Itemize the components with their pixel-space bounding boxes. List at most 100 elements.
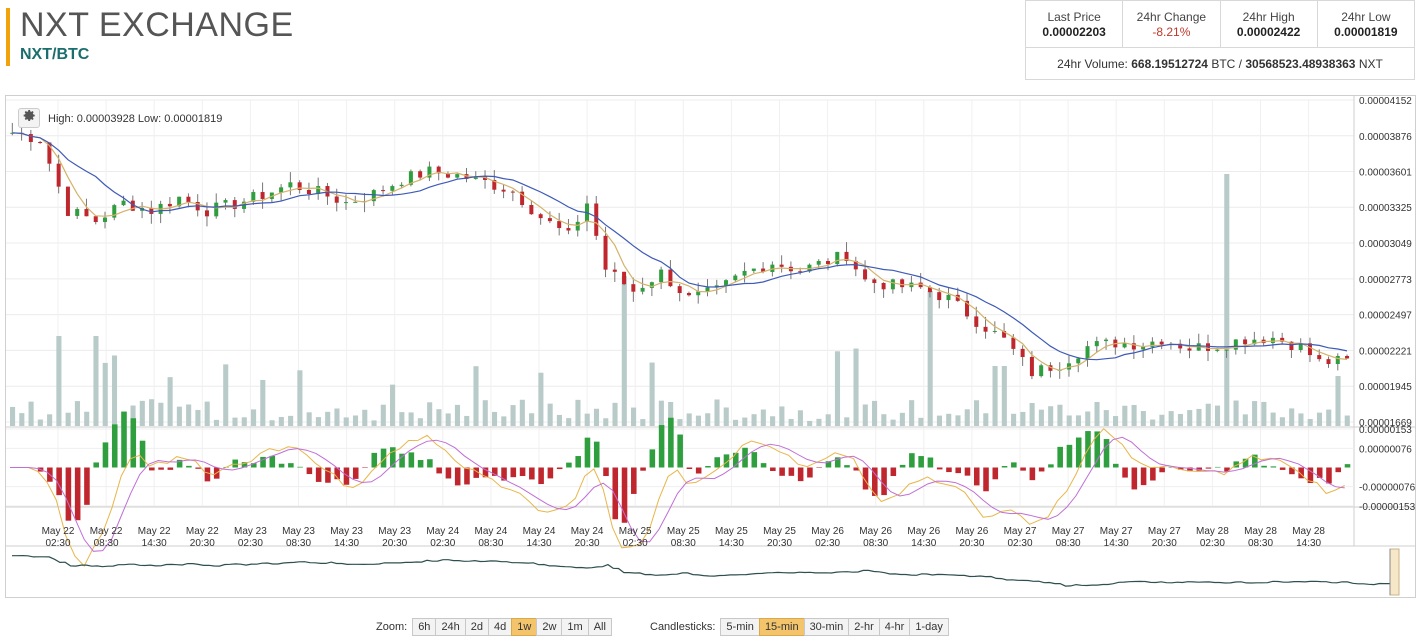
moving-average-fast bbox=[12, 132, 1348, 372]
macd-histogram-bar bbox=[445, 467, 452, 479]
volume-bar bbox=[1261, 401, 1267, 426]
macd-histogram-bar bbox=[1066, 444, 1073, 468]
candle-body bbox=[492, 179, 497, 190]
candle-1day-button[interactable]: 1-day bbox=[909, 618, 949, 636]
candle-body bbox=[974, 316, 979, 327]
volume-bar bbox=[325, 411, 331, 426]
volume-bar bbox=[593, 408, 600, 426]
zoom-2d-button[interactable]: 2d bbox=[464, 618, 490, 636]
zoom-6h-button[interactable]: 6h bbox=[412, 618, 437, 636]
macd-histogram-bar bbox=[556, 467, 563, 470]
candle-body bbox=[798, 271, 803, 273]
price-tick-label: 0.00001945 bbox=[1359, 382, 1412, 393]
volume-bar bbox=[28, 401, 34, 426]
candle-body bbox=[1029, 356, 1034, 377]
macd-histogram-bar bbox=[1224, 467, 1230, 472]
chart-canvas[interactable]: 0.00004152 0.00003876 0.00003601 0.00003325… bbox=[6, 96, 1415, 597]
candle-2hr-button[interactable]: 2-hr bbox=[848, 618, 880, 636]
macd-histogram-bar bbox=[111, 424, 118, 468]
price-tick-label: 0.00003325 bbox=[1359, 203, 1412, 214]
x-axis-date-label: May 25 bbox=[619, 526, 652, 537]
volume-bar bbox=[584, 413, 590, 426]
macd-histogram-bar bbox=[834, 457, 841, 468]
zoom-1w-button[interactable]: 1w bbox=[511, 618, 538, 636]
zoom-1m-button[interactable]: 1m bbox=[561, 618, 589, 636]
zoom-4d-button[interactable]: 4d bbox=[488, 618, 513, 636]
x-axis-time-label: 14:30 bbox=[334, 538, 359, 549]
volume-bar bbox=[946, 413, 952, 426]
x-axis-time-label: 14:30 bbox=[526, 538, 551, 549]
candle-body bbox=[112, 205, 117, 218]
candle-body bbox=[1335, 355, 1340, 364]
zoom-24h-button[interactable]: 24h bbox=[435, 618, 466, 636]
macd-histogram-bar bbox=[538, 467, 544, 485]
macd-histogram-bar bbox=[195, 467, 201, 469]
candle-body bbox=[1002, 331, 1007, 338]
volume-bar bbox=[677, 419, 683, 426]
candle-body bbox=[344, 202, 348, 204]
volume-bar bbox=[1140, 411, 1146, 426]
macd-histogram-bar bbox=[955, 467, 961, 474]
volume-bar bbox=[1233, 400, 1239, 426]
macd-histogram-bar bbox=[501, 467, 507, 481]
macd-histogram-bar bbox=[167, 467, 174, 470]
stat-24hr-high: 24hr High 0.00002422 bbox=[1221, 1, 1318, 47]
macd-histogram-bar bbox=[575, 456, 581, 468]
x-axis-date-label: May 23 bbox=[234, 526, 267, 537]
candle-body bbox=[103, 217, 108, 223]
macd-histogram-bar bbox=[686, 467, 693, 469]
volume-bar bbox=[37, 419, 43, 426]
zoom-controls: Zoom: 6h 24h 2d 4d 1w 2w 1m All bbox=[376, 618, 612, 636]
candle-body bbox=[547, 218, 552, 222]
candle-body bbox=[946, 294, 951, 301]
macd-histogram-bar bbox=[56, 467, 62, 496]
candle-body bbox=[612, 269, 617, 272]
candle-body bbox=[510, 191, 515, 193]
macd-histogram-bar bbox=[946, 467, 952, 473]
macd-histogram-bar bbox=[566, 462, 572, 468]
volume-bar bbox=[1307, 418, 1313, 426]
candlestick-label: Candlesticks: bbox=[650, 621, 716, 633]
macd-histogram-bar bbox=[102, 442, 109, 468]
candle-body bbox=[659, 269, 664, 283]
title-block: NXT EXCHANGE NXT/BTC bbox=[6, 8, 294, 66]
x-axis-time-label: 14:30 bbox=[142, 538, 167, 549]
candle-body bbox=[65, 186, 70, 216]
x-axis-time-label: 20:30 bbox=[767, 538, 792, 549]
volume-bar bbox=[417, 418, 423, 426]
zoom-all-button[interactable]: All bbox=[587, 618, 612, 636]
volume-bar bbox=[445, 413, 451, 426]
volume-bar bbox=[260, 379, 266, 426]
volume-bar bbox=[1131, 404, 1137, 426]
candle-4hr-button[interactable]: 4-hr bbox=[878, 618, 911, 636]
macd-histogram-bar bbox=[890, 467, 897, 477]
volume-bar bbox=[1270, 412, 1276, 426]
candle-body bbox=[927, 287, 932, 293]
x-axis-date-label: May 23 bbox=[282, 526, 315, 537]
candle-body bbox=[186, 196, 191, 203]
candle-30min-button[interactable]: 30-min bbox=[803, 618, 850, 636]
volume-bar bbox=[844, 417, 850, 426]
volume-bar bbox=[1057, 404, 1063, 426]
candle-body bbox=[232, 200, 237, 209]
candle-body bbox=[214, 202, 219, 217]
price-chart[interactable]: 0.00004152 0.00003876 0.00003601 0.00003325… bbox=[5, 95, 1416, 598]
candle-body bbox=[390, 186, 395, 191]
x-axis-date-label: May 26 bbox=[811, 526, 844, 537]
candle-body bbox=[983, 326, 988, 332]
candle-body bbox=[130, 200, 135, 211]
zoom-2w-button[interactable]: 2w bbox=[536, 618, 563, 636]
macd-histogram-bar bbox=[491, 467, 498, 476]
volume-bar bbox=[797, 410, 803, 426]
candle-15min-button[interactable]: 15-min bbox=[758, 618, 805, 636]
macd-histogram-bar bbox=[649, 449, 656, 468]
volume-bar bbox=[899, 412, 905, 426]
volume-summary: 24hr Volume: 668.19512724 BTC / 30568523… bbox=[1026, 48, 1414, 71]
zoom-label: Zoom: bbox=[376, 621, 408, 633]
candle-body bbox=[288, 182, 293, 188]
candle-body bbox=[677, 286, 682, 294]
candle-5min-button[interactable]: 5-min bbox=[720, 618, 760, 636]
x-axis-date-label: May 22 bbox=[186, 526, 219, 537]
volume-bar bbox=[1011, 413, 1017, 426]
chart-settings-button[interactable] bbox=[18, 108, 40, 128]
